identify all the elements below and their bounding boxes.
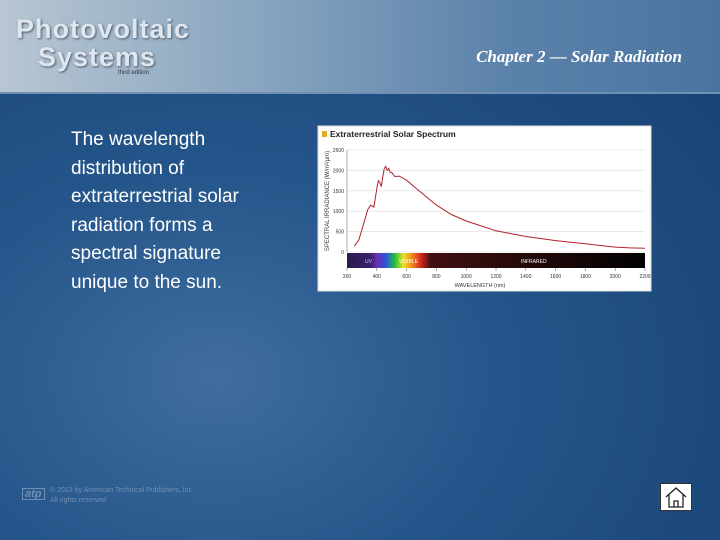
y-tick-label: 1500 [333, 189, 344, 195]
x-tick-label: 400 [373, 274, 382, 280]
body-line: extraterrestrial solar [71, 186, 239, 207]
x-tick-label: 1000 [461, 274, 472, 280]
spectrum-line [353, 165, 646, 249]
logo-line: Photovoltaic [16, 14, 191, 44]
body-line: unique to the sun. [71, 271, 223, 293]
x-tick-label: 2000 [610, 274, 621, 280]
y-tick-label: 2500 [333, 148, 344, 154]
y-tick-label: 500 [336, 230, 345, 236]
y-tick-label: 1000 [333, 209, 344, 215]
x-tick-label: 2200 [639, 274, 650, 280]
logo-line: Systems [38, 42, 157, 72]
body-line: spectral signature [71, 243, 221, 264]
body-line: radiation forms a [71, 214, 213, 236]
y-tick-label: 0 [341, 250, 344, 256]
x-tick-label: 1200 [490, 274, 501, 280]
x-tick-label: 600 [402, 274, 411, 280]
rights: All rights reserved [50, 497, 107, 504]
body-line: distribution of [71, 157, 185, 179]
body-line: The wavelength [71, 129, 206, 150]
x-tick-label: 1800 [580, 274, 591, 280]
x-tick-label: 1400 [520, 274, 531, 280]
x-tick-label: 800 [432, 274, 441, 280]
chapter-title: Chapter 2 — Solar Radiation [476, 47, 682, 66]
copyright: © 2013 by American Technical Publishers,… [50, 487, 194, 494]
x-axis-label: WAVELENGTH (nm) [455, 283, 506, 289]
x-tick-label: 1600 [550, 274, 561, 280]
logo-edition: third edition [118, 70, 150, 76]
title-icon [322, 131, 327, 137]
publisher-logo: atp [22, 488, 45, 500]
header: Photovoltaic Systems third edition Chapt… [0, 0, 720, 94]
x-tick-label: 200 [343, 274, 352, 280]
chart-title: Extraterrestrial Solar Spectrum [330, 129, 456, 139]
band-label: UV [365, 259, 373, 265]
home-button[interactable] [660, 483, 692, 511]
body-text: The wavelength distribution of extraterres… [71, 126, 239, 297]
y-tick-label: 2000 [333, 168, 344, 174]
y-axis-label: SPECTRAL IRRADIANCE (W/m²/µm) [325, 151, 331, 251]
spectrum-band [347, 253, 645, 268]
band-label: VISIBLE [399, 259, 419, 265]
band-label: INFRARED [521, 259, 547, 265]
